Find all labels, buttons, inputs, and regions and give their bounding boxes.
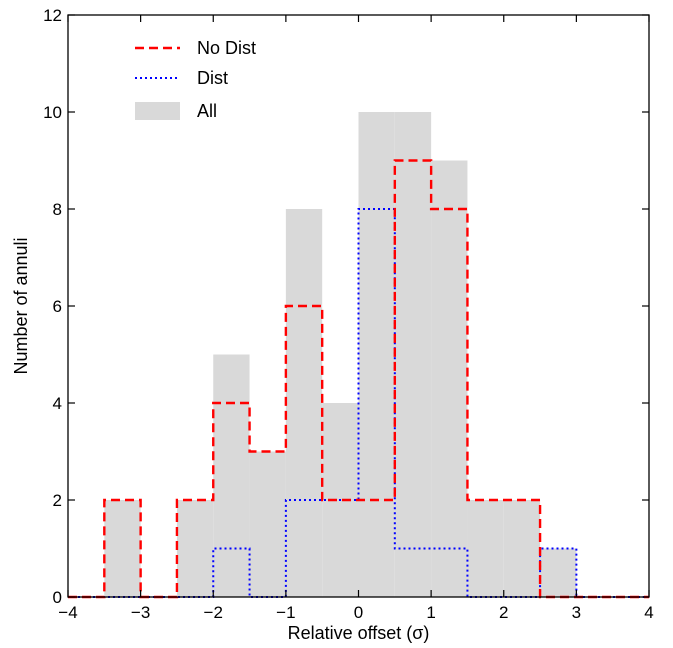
all-bar bbox=[431, 160, 468, 597]
x-tick-label: −3 bbox=[131, 603, 150, 622]
y-tick-label: 10 bbox=[43, 103, 62, 122]
all-bar bbox=[358, 112, 395, 597]
x-tick-label: −1 bbox=[276, 603, 295, 622]
legend-label: Dist bbox=[197, 68, 228, 88]
all-bar bbox=[285, 209, 323, 597]
x-tick-label: −4 bbox=[58, 603, 77, 622]
y-tick-label: 12 bbox=[43, 6, 62, 25]
y-tick-label: 0 bbox=[53, 588, 62, 607]
legend-label: No Dist bbox=[197, 38, 256, 58]
all-bar bbox=[104, 500, 141, 597]
x-tick-label: 4 bbox=[644, 603, 653, 622]
y-tick-label: 2 bbox=[53, 491, 62, 510]
x-tick-label: 0 bbox=[354, 603, 363, 622]
all-bar bbox=[213, 354, 250, 597]
y-tick-label: 6 bbox=[53, 297, 62, 316]
y-tick-label: 4 bbox=[53, 394, 62, 413]
all-bar bbox=[176, 500, 214, 597]
all-bars-layer bbox=[104, 112, 577, 597]
x-axis-label: Relative offset (σ) bbox=[288, 623, 430, 643]
legend: No Dist Dist All bbox=[135, 38, 256, 121]
all-bar bbox=[467, 500, 504, 597]
x-tick-label: 1 bbox=[426, 603, 435, 622]
x-tick-label: 3 bbox=[572, 603, 581, 622]
y-axis-label: Number of annuli bbox=[11, 237, 31, 374]
x-tick-label: 2 bbox=[499, 603, 508, 622]
y-tick-label: 8 bbox=[53, 200, 62, 219]
all-bar bbox=[394, 112, 432, 597]
legend-label: All bbox=[197, 101, 217, 121]
all-bar bbox=[540, 548, 577, 597]
x-tick-label: −2 bbox=[204, 603, 223, 622]
all-bar bbox=[249, 451, 286, 597]
all-bar bbox=[503, 500, 541, 597]
legend-swatch-all bbox=[135, 102, 180, 120]
